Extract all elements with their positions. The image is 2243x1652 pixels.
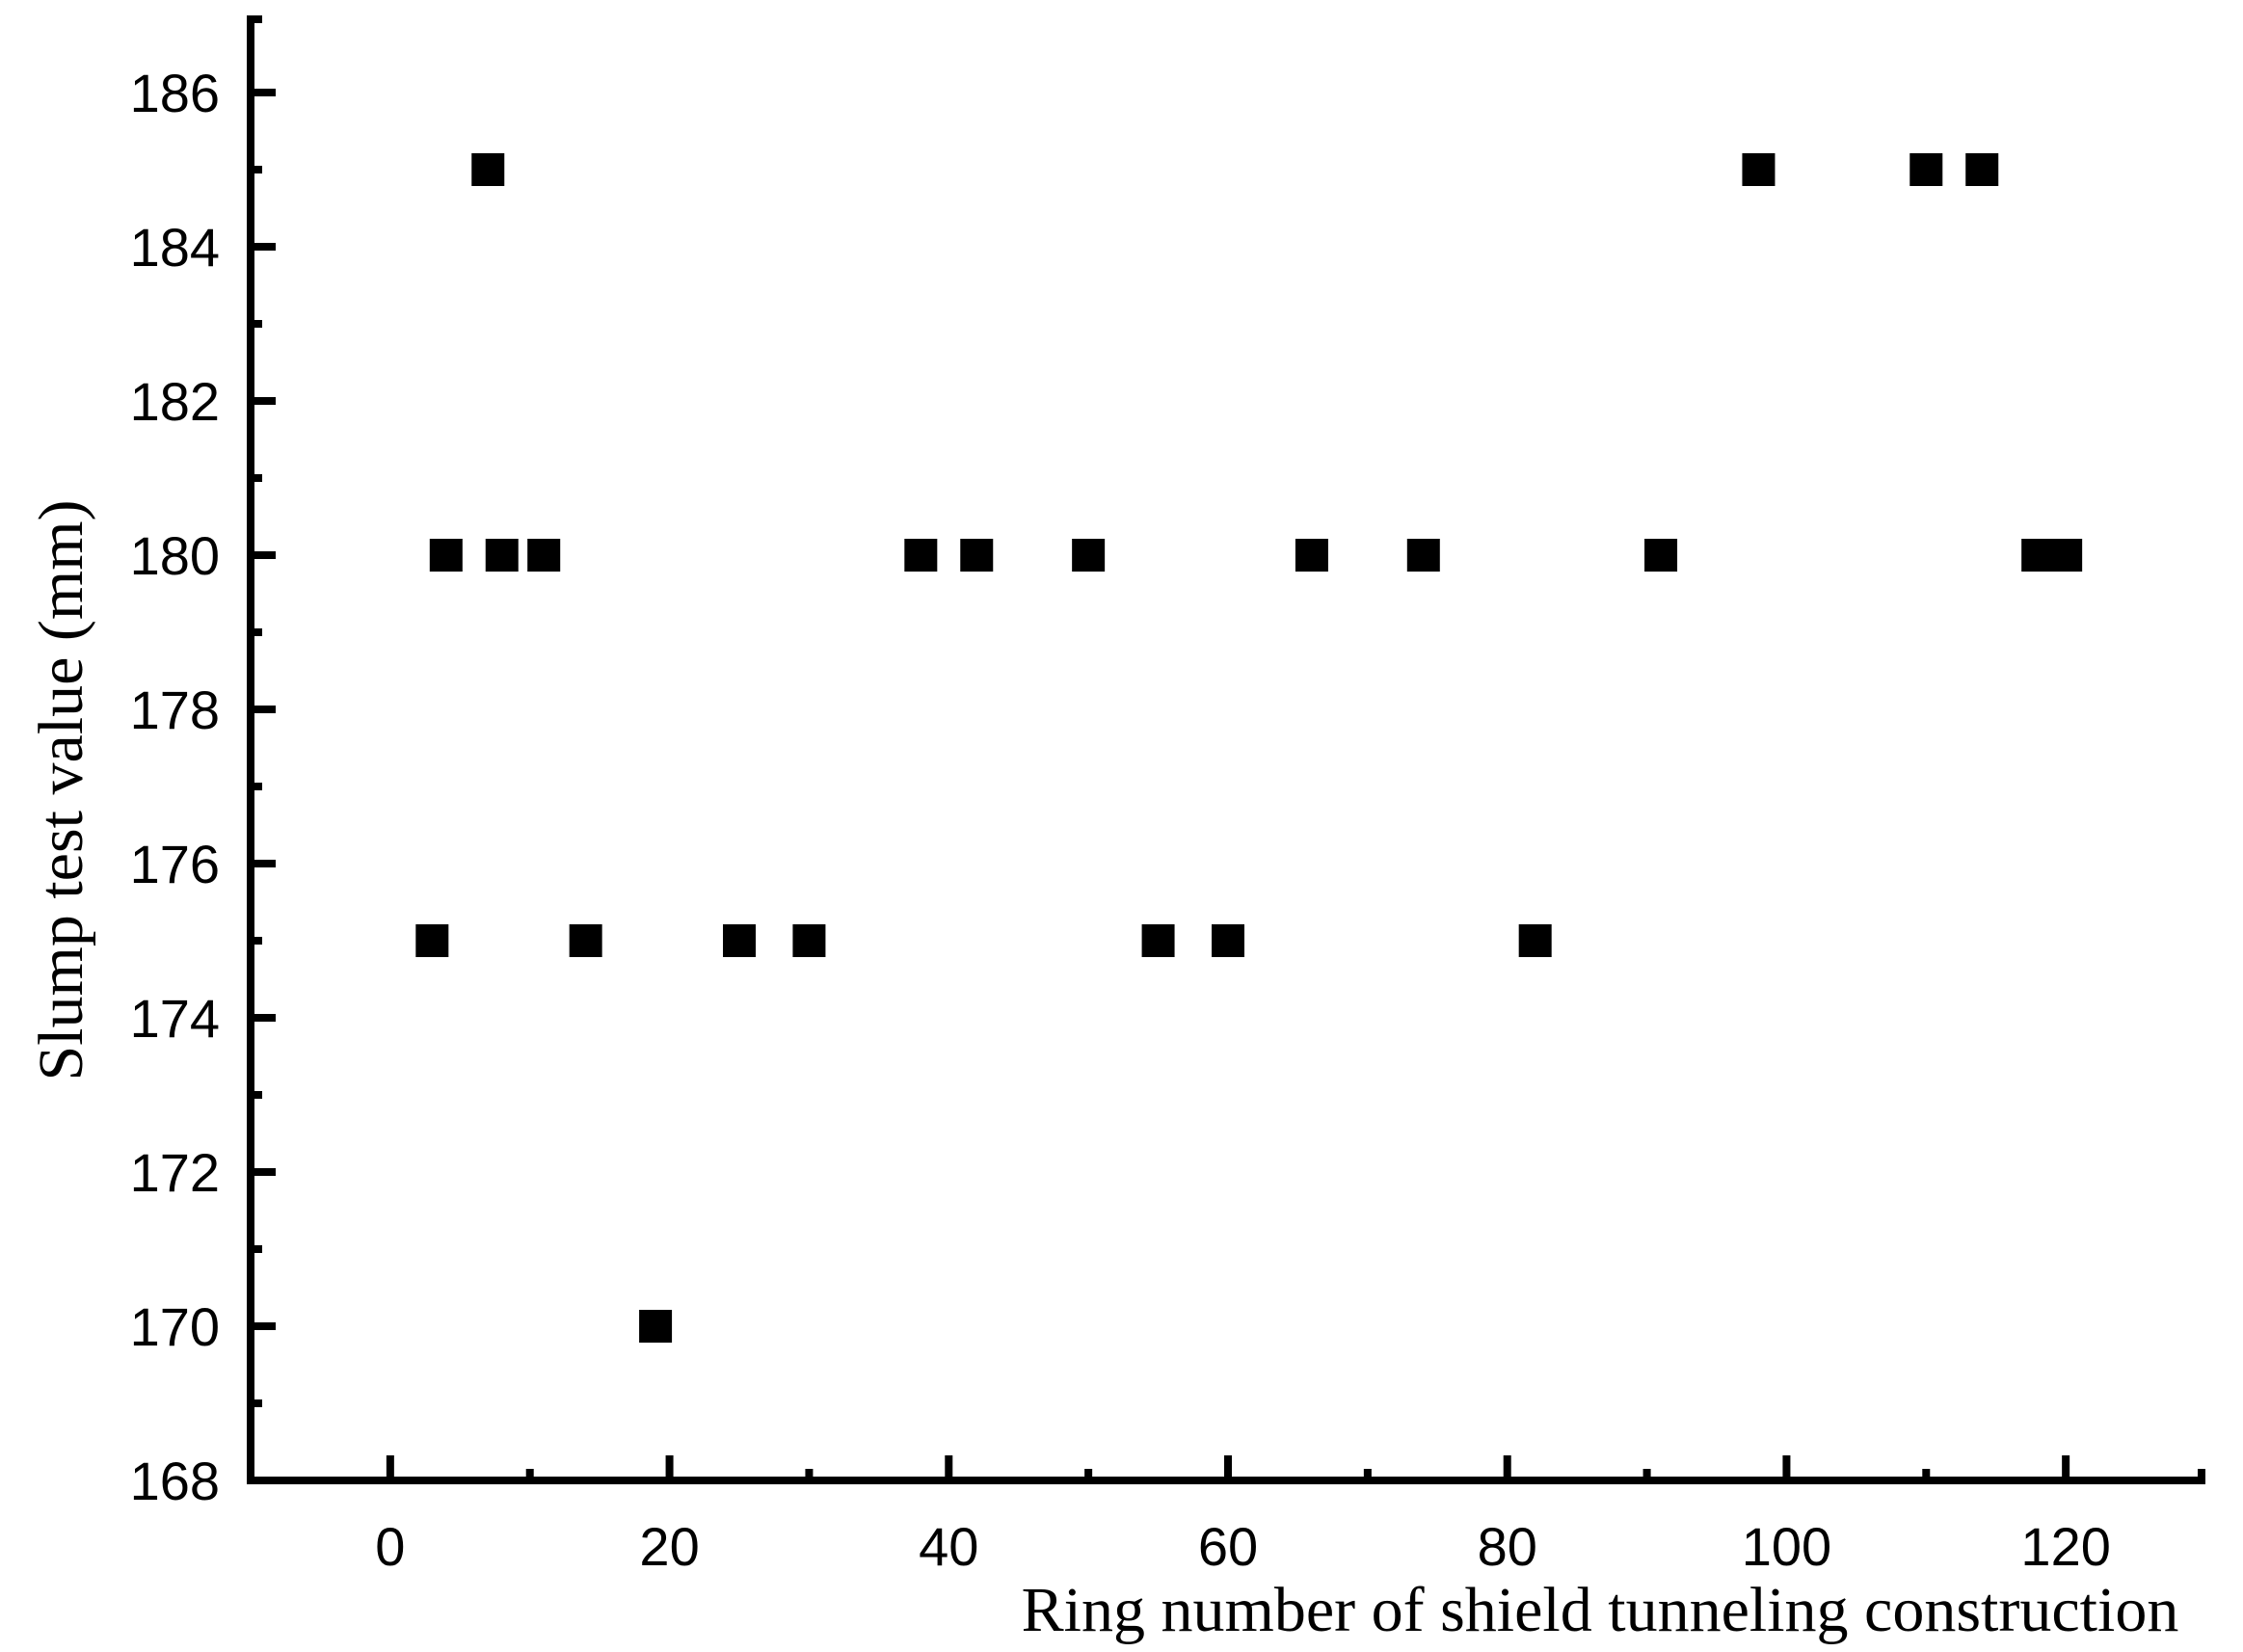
y-tick-label: 174 xyxy=(130,988,220,1049)
x-tick-label: 100 xyxy=(1742,1516,1831,1577)
data-point xyxy=(1141,924,1175,957)
data-point xyxy=(1518,924,1552,957)
x-tick-label: 120 xyxy=(2020,1516,2110,1577)
data-point xyxy=(904,539,938,572)
data-point xyxy=(1644,539,1678,572)
data-point xyxy=(1965,153,1999,186)
data-point xyxy=(415,924,449,957)
x-tick-label: 20 xyxy=(639,1516,699,1577)
x-axis-label: Ring number of shield tunneling construc… xyxy=(1022,1575,2179,1645)
y-tick-label: 186 xyxy=(130,63,220,123)
axis-tick-labels: 0 20 40 60 80 100 120 168 170 172 174 176 178 180 182 1… xyxy=(130,63,2111,1577)
data-point xyxy=(792,924,826,957)
y-tick-label: 180 xyxy=(130,525,220,586)
data-point xyxy=(1295,539,1328,572)
data-point xyxy=(1406,539,1440,572)
x-tick-label: 40 xyxy=(919,1516,978,1577)
y-tick-label: 178 xyxy=(130,679,220,740)
y-axis-label: Slump test value (mm) xyxy=(26,499,96,1080)
data-point xyxy=(723,924,756,957)
y-tick-label: 182 xyxy=(130,371,220,432)
y-tick-label: 176 xyxy=(130,834,220,894)
data-point xyxy=(471,153,505,186)
data-point xyxy=(527,539,561,572)
data-point xyxy=(429,539,463,572)
axis-ticks xyxy=(251,15,2205,1484)
x-tick-label: 0 xyxy=(375,1516,405,1577)
y-tick-label: 168 xyxy=(130,1451,220,1511)
data-point xyxy=(1072,539,1106,572)
axis-spines xyxy=(247,15,2205,1484)
data-point xyxy=(569,924,602,957)
data-point xyxy=(485,539,519,572)
data-point xyxy=(1909,153,1943,186)
data-point xyxy=(2049,539,2083,572)
y-tick-label: 184 xyxy=(130,217,220,278)
data-point xyxy=(960,539,994,572)
data-point xyxy=(1212,924,1244,957)
data-point xyxy=(2021,539,2055,572)
data-points xyxy=(415,153,2083,1343)
y-tick-label: 170 xyxy=(130,1296,220,1357)
y-tick-label: 172 xyxy=(130,1142,220,1203)
x-tick-label: 60 xyxy=(1198,1516,1258,1577)
x-tick-label: 80 xyxy=(1478,1516,1537,1577)
data-point xyxy=(639,1310,673,1343)
data-point xyxy=(1742,153,1776,186)
